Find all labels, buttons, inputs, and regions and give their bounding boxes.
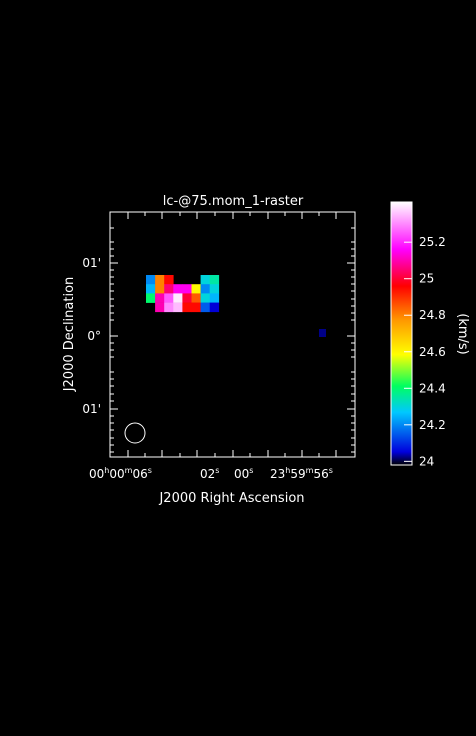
colorbar-tick-label: 24.2 — [419, 418, 446, 432]
colorbar-tick-label: 25.2 — [419, 235, 446, 249]
raster-pixel — [200, 284, 210, 294]
raster-pixel — [146, 284, 156, 294]
x-tick-label-1: 00h00m06s — [89, 466, 152, 481]
raster-pixel — [155, 275, 165, 285]
colorbar-tick-label: 24.8 — [419, 308, 446, 322]
plot-frame — [109, 211, 356, 458]
raster-pixel — [200, 293, 210, 303]
raster-pixel — [173, 302, 183, 313]
raster-pixel — [182, 293, 192, 303]
raster-pixel — [200, 275, 210, 285]
raster-pixel — [200, 302, 210, 313]
raster-pixel — [182, 284, 192, 294]
colorbar-label: (km/s) — [455, 313, 470, 355]
raster-pixel — [155, 293, 165, 303]
axis-ticks — [110, 212, 355, 457]
colorbar-tick-label: 24.4 — [419, 381, 446, 395]
raster-pixel — [164, 275, 174, 285]
x-tick-label-2: 02s — [200, 466, 219, 481]
colorbar-tick-label: 24.6 — [419, 345, 446, 359]
isolated-pixel — [319, 329, 326, 337]
raster-pixel — [173, 284, 183, 294]
x-tick-label-3: 00s — [234, 466, 253, 481]
raster-pixel — [191, 284, 201, 294]
x-axis-label: J2000 Right Ascension — [158, 491, 304, 506]
raster-pixel — [209, 284, 220, 294]
raster-pixel — [164, 293, 174, 303]
raster-pixel — [209, 275, 220, 285]
chart-title: lc-@75.mom_1-raster — [163, 194, 304, 209]
raster-pixel — [164, 302, 174, 313]
colorbar-ramp — [390, 201, 413, 466]
raster-pixel — [173, 293, 183, 303]
colorbar-tick-label: 25 — [419, 272, 434, 286]
raster-pixel — [155, 284, 165, 294]
raster-pixel — [191, 293, 201, 303]
colorbar-ticks: 24 24.2 24.4 24.6 24.8 25 25.2 — [404, 235, 446, 468]
colorbar-tick-label: 24 — [419, 454, 434, 468]
x-tick-label-4: 23h59m56s — [270, 466, 333, 481]
colorbar: 24 24.2 24.4 24.6 24.8 25 25.2 (km/s) — [390, 201, 470, 468]
raster-pixel — [209, 293, 220, 303]
y-axis-label: J2000 Declination — [62, 277, 77, 393]
y-tick-label-3: 01' — [82, 402, 101, 416]
raster-pixel — [209, 302, 220, 313]
raster-pixel — [155, 302, 165, 313]
beam-ellipse — [124, 422, 146, 444]
raster-pixel — [182, 302, 192, 313]
raster-pixel — [146, 275, 156, 285]
raster-pixel — [146, 293, 156, 303]
y-tick-label-2: 0° — [87, 329, 101, 343]
raster-pixel — [191, 302, 201, 313]
raster-pixel — [164, 284, 174, 294]
y-tick-label-1: 01' — [82, 256, 101, 270]
raster-pixels — [146, 275, 326, 337]
